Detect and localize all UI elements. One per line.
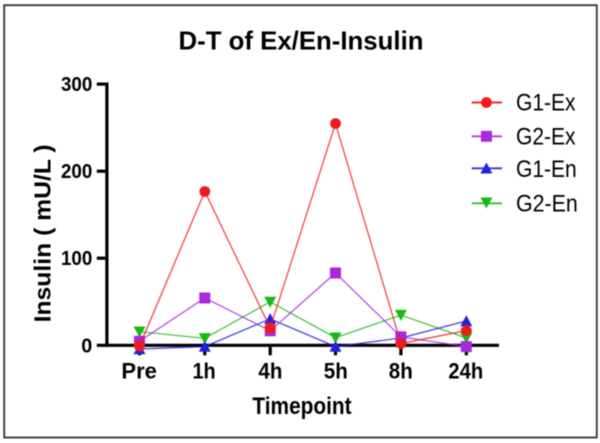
svg-text:G1-Ex: G1-Ex (516, 90, 576, 117)
svg-text:G2-En: G2-En (516, 191, 578, 218)
svg-text:G1-En: G1-En (516, 156, 577, 183)
svg-text:4h: 4h (258, 358, 282, 383)
svg-text:G2-Ex: G2-Ex (516, 123, 576, 150)
svg-text:5h: 5h (324, 358, 348, 383)
svg-text:200: 200 (61, 161, 92, 183)
svg-text:0: 0 (81, 335, 92, 357)
svg-text:Insulin ( mU/L ): Insulin ( mU/L ) (29, 144, 55, 322)
svg-text:24h: 24h (448, 358, 483, 383)
svg-text:1h: 1h (192, 358, 215, 383)
svg-text:Timepoint: Timepoint (252, 393, 351, 420)
svg-text:D-T of Ex/En-Insulin: D-T of Ex/En-Insulin (179, 25, 424, 55)
svg-text:8h: 8h (389, 358, 413, 383)
svg-text:100: 100 (61, 248, 92, 270)
svg-text:300: 300 (61, 74, 92, 96)
svg-text:Pre: Pre (121, 358, 157, 383)
